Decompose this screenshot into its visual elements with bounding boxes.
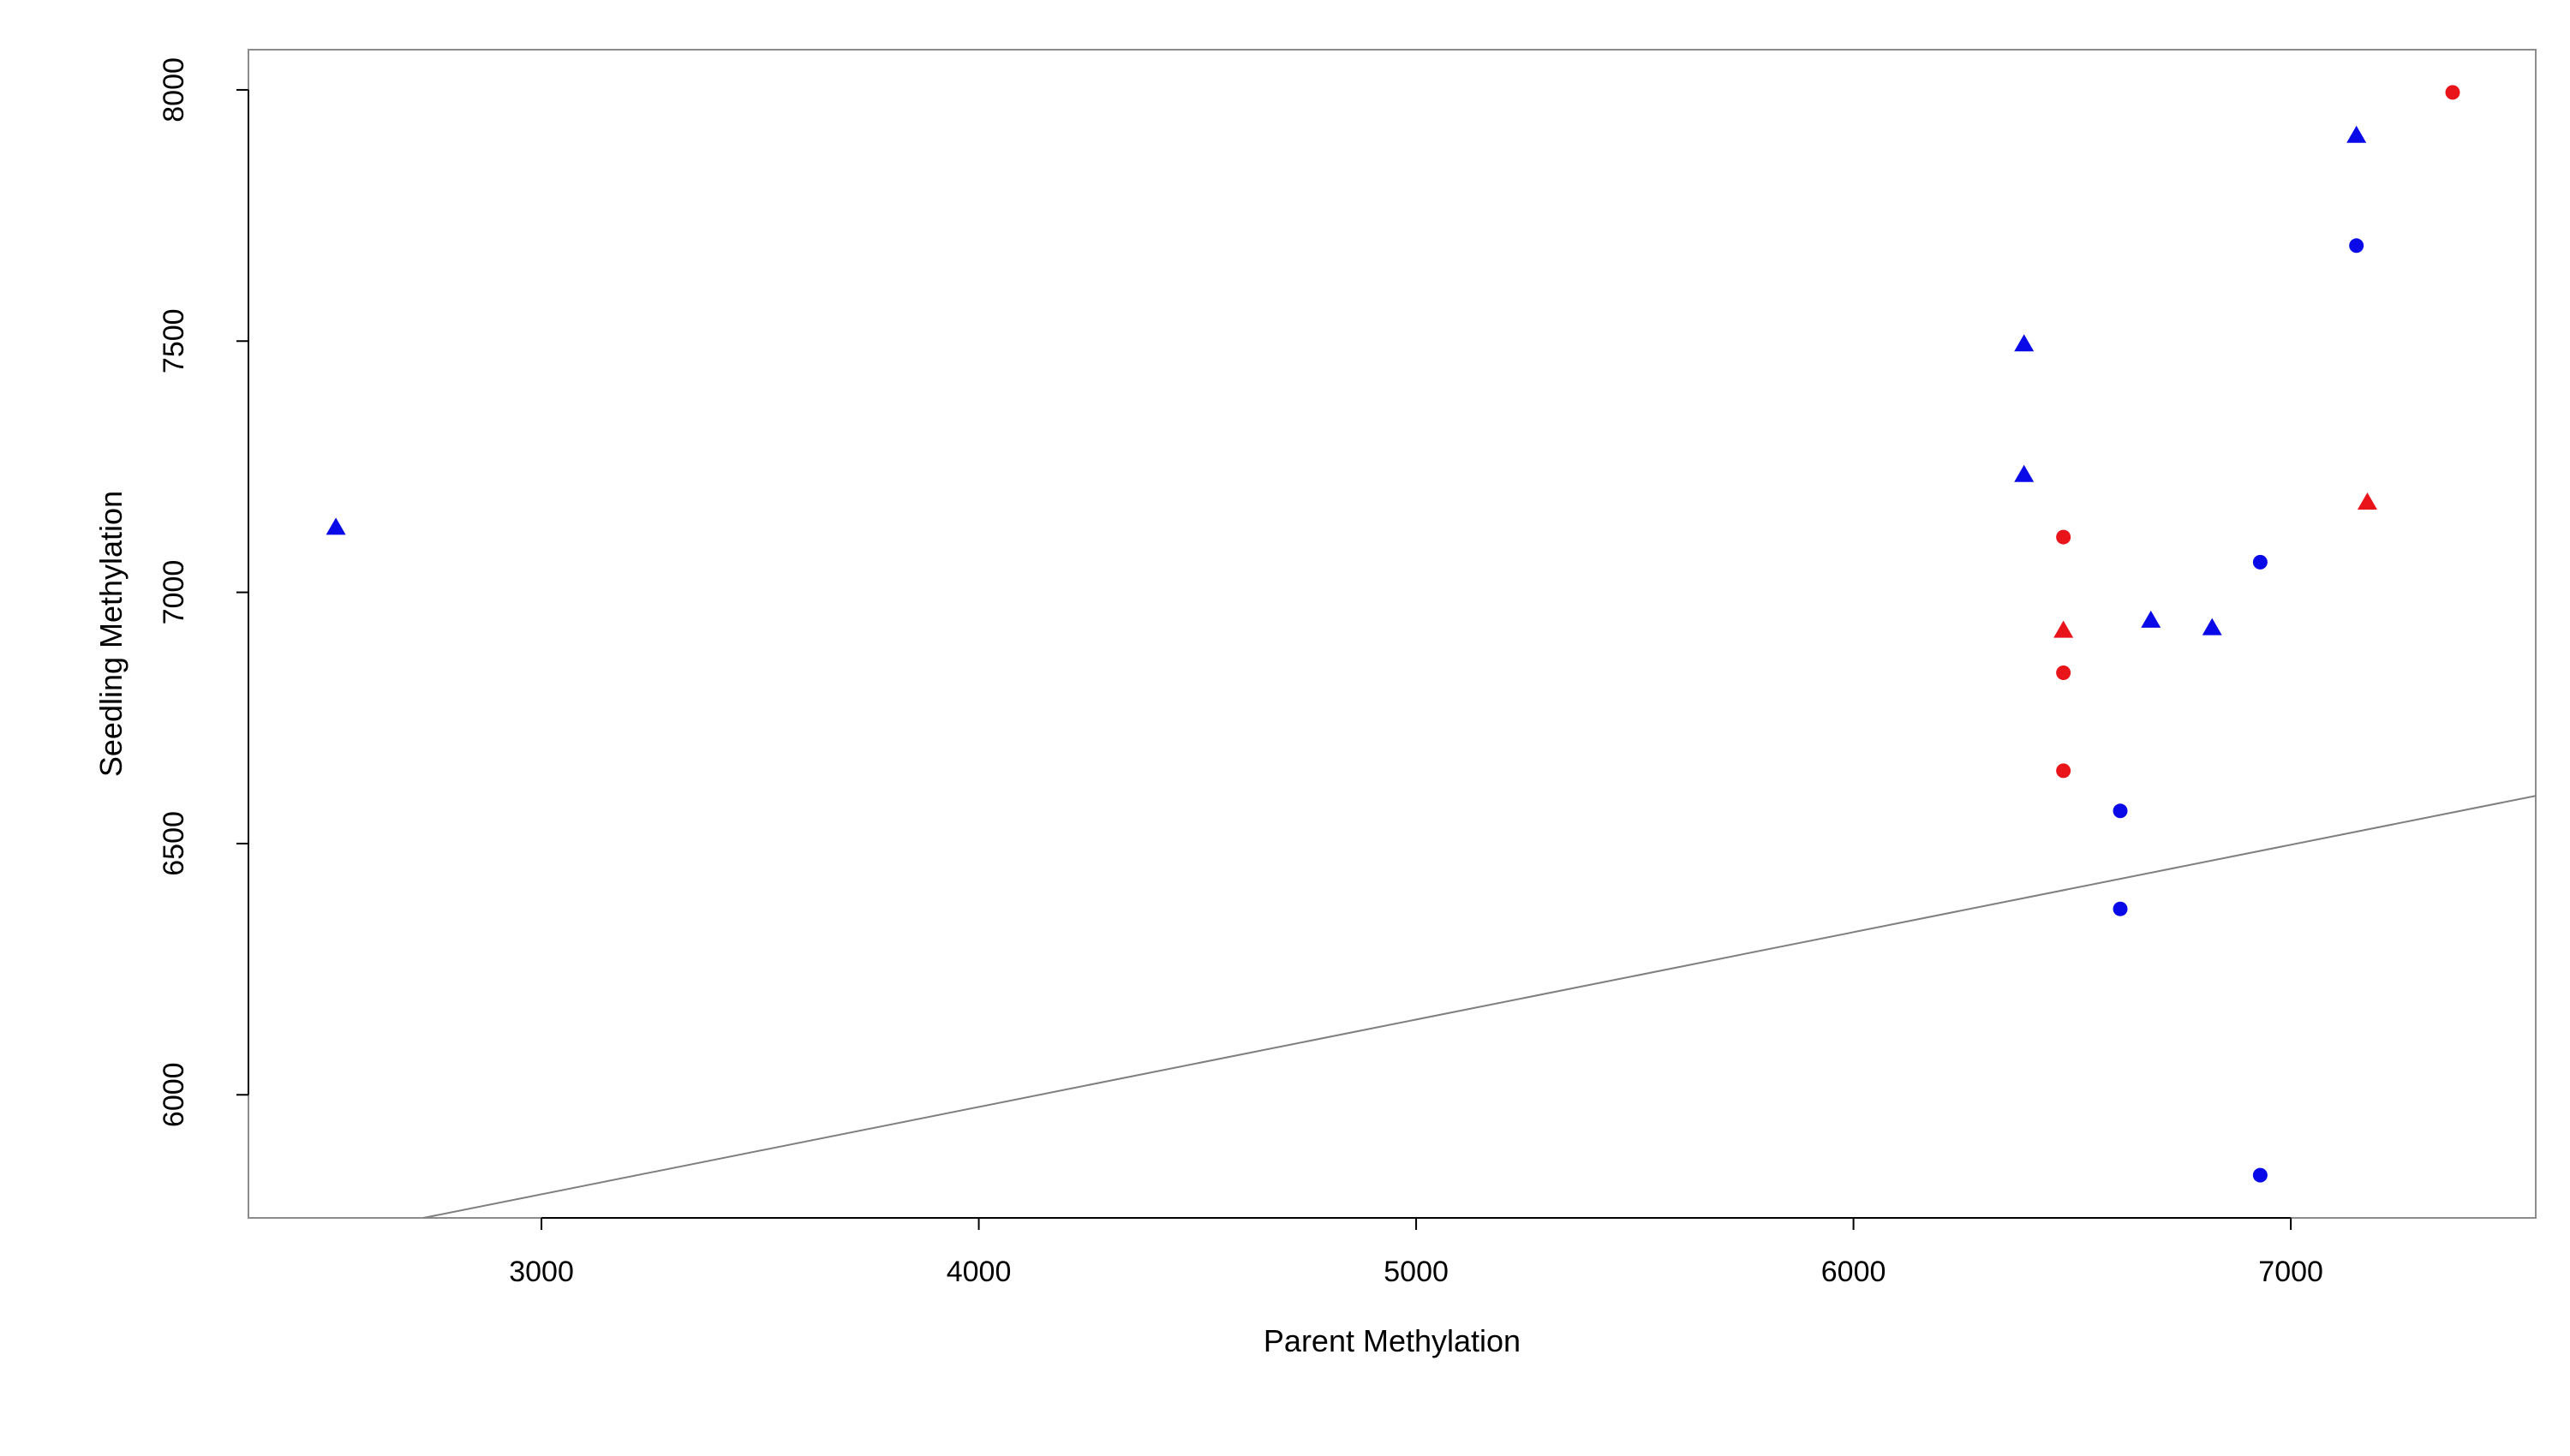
data-point-blue-triangle: [2014, 334, 2035, 352]
data-point-blue-circle: [2252, 554, 2268, 570]
y-tick-label: 6000: [158, 1062, 190, 1127]
data-point-blue-triangle: [2014, 464, 2035, 482]
data-point-red-circle: [2056, 665, 2071, 680]
data-point-red-circle: [2056, 529, 2071, 545]
x-tick-label: 5000: [1384, 1256, 1449, 1288]
data-point-red-triangle: [2357, 492, 2377, 510]
y-tick-label: 6500: [158, 811, 190, 876]
x-tick-label: 3000: [509, 1256, 574, 1288]
y-tick-label: 8000: [158, 57, 190, 122]
plot-frame: [248, 49, 2537, 1219]
data-point-blue-circle: [2252, 1167, 2268, 1183]
data-point-blue-circle: [2113, 901, 2128, 916]
x-tick-label: 6000: [1821, 1256, 1886, 1288]
data-point-blue-triangle: [2202, 618, 2222, 636]
x-axis: 3000 4000 5000 6000 7000: [509, 1217, 2323, 1288]
data-points: [326, 85, 2460, 1183]
x-tick-label: 4000: [947, 1256, 1012, 1288]
x-axis-title: Parent Methylation: [1264, 1323, 1521, 1358]
y-tick-label: 7000: [158, 560, 190, 625]
data-point-blue-triangle: [2141, 610, 2161, 628]
trend-line-layer: [423, 795, 2536, 1218]
data-point-blue-triangle: [2346, 125, 2367, 143]
data-point-blue-circle: [2349, 238, 2364, 254]
data-point-red-triangle: [2053, 620, 2074, 638]
data-point-blue-circle: [2113, 803, 2128, 819]
y-axis: 6000 6500 7000 7500 8000: [158, 57, 249, 1127]
y-tick-label: 7500: [158, 308, 190, 373]
data-point-red-circle: [2445, 85, 2460, 100]
y-axis-title: Seedling Methylation: [93, 491, 128, 777]
trend-line: [423, 795, 2536, 1218]
data-point-red-circle: [2056, 763, 2071, 779]
x-tick-label: 7000: [2258, 1256, 2323, 1288]
data-point-blue-triangle: [326, 517, 346, 535]
